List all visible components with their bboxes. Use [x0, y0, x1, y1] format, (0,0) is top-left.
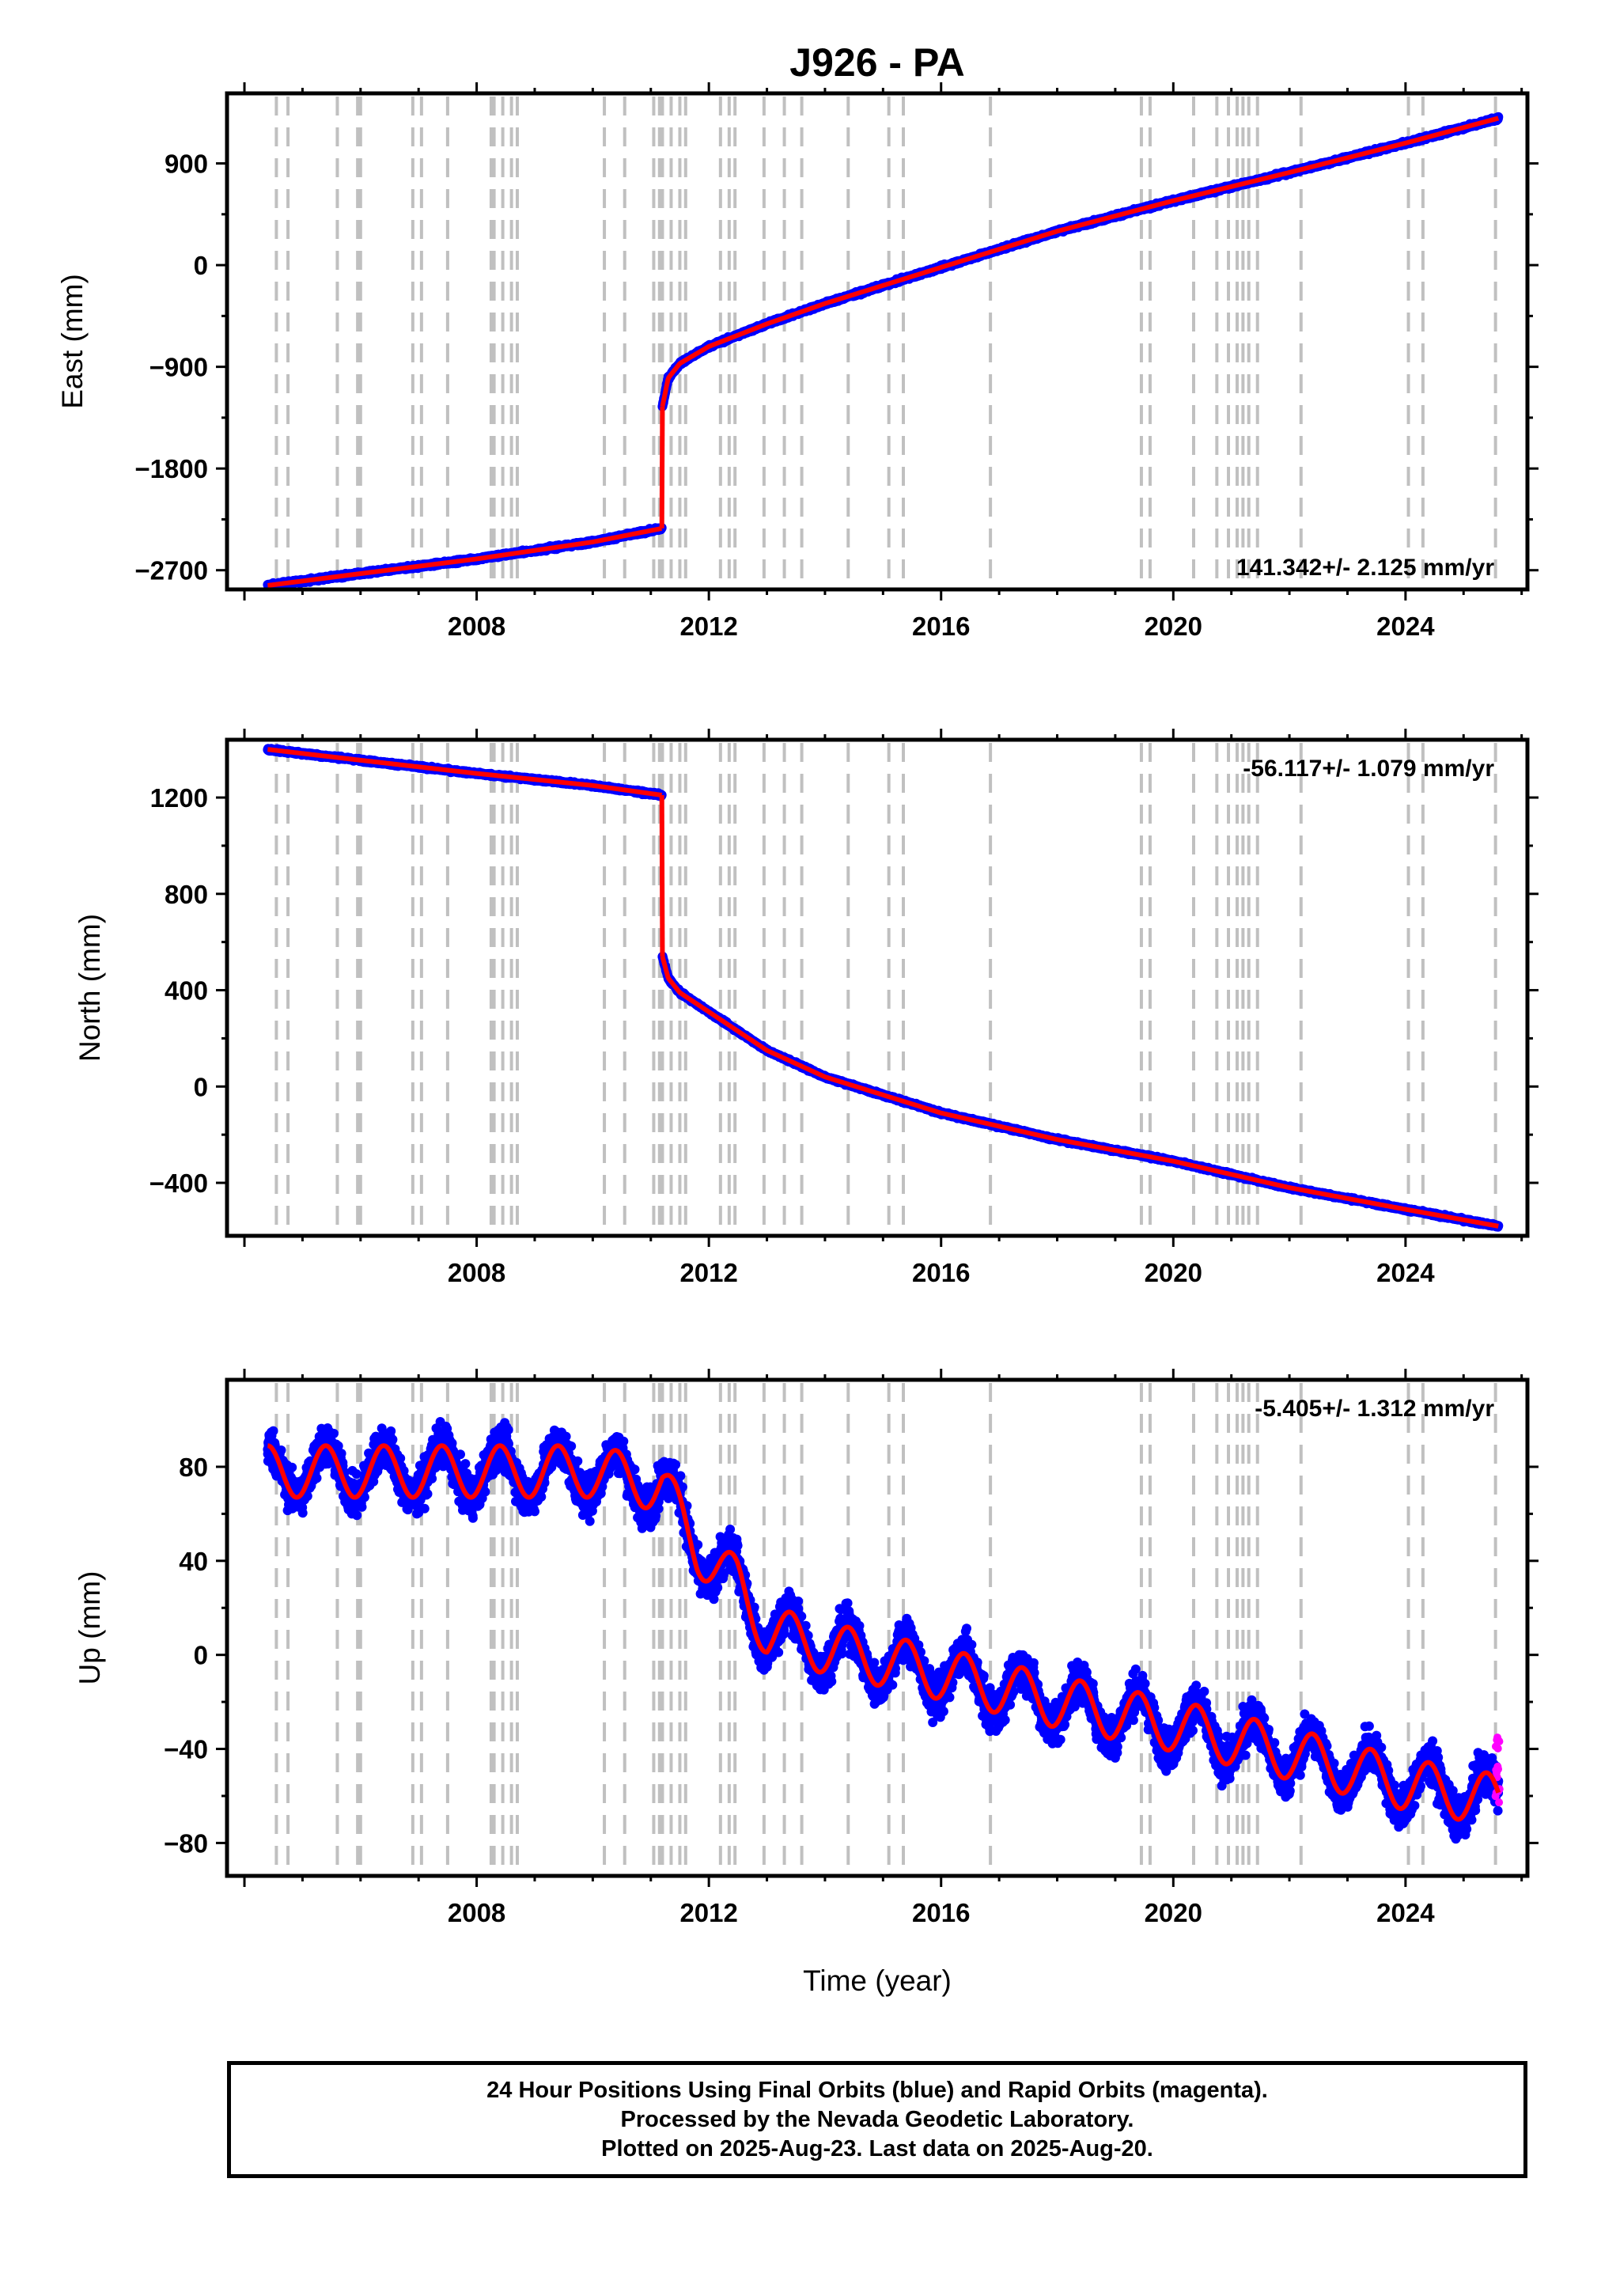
panel-east: 2008 2012 2016 2020 2024−2700−1800−9000900Ea…: [56, 82, 1539, 641]
panels: 2008 2012 2016 2020 2024−2700−1800−9000900Ea…: [56, 82, 1539, 1927]
event-lines: [274, 97, 1497, 586]
chart-title: J926 - PA: [789, 40, 964, 85]
